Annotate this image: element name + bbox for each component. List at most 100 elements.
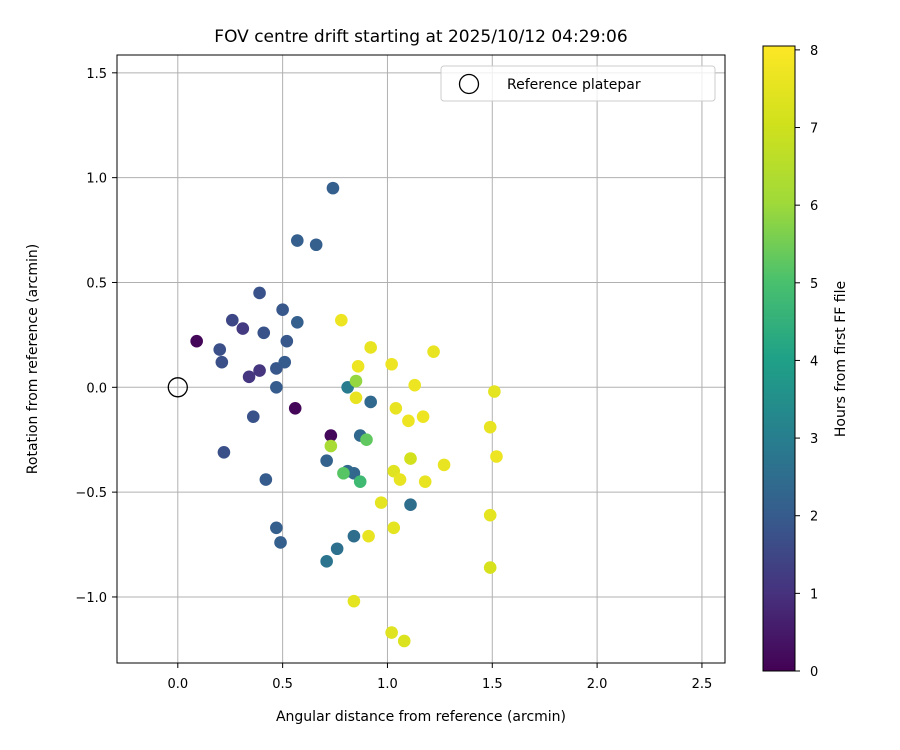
data-point xyxy=(349,391,363,405)
legend-marker xyxy=(458,73,480,95)
grid xyxy=(117,55,725,663)
data-point xyxy=(483,508,497,522)
data-point xyxy=(335,313,348,327)
plot-frame xyxy=(116,54,726,664)
colorbar-tick-label: 3 xyxy=(810,432,818,447)
data-point xyxy=(278,355,292,369)
data-point xyxy=(385,357,398,371)
data-point xyxy=(385,626,398,639)
data-point xyxy=(483,561,497,574)
colorbar: 0 1 2 3 4 5 6 7 8 Hours from first FF file xyxy=(762,44,849,680)
reference-marker xyxy=(167,377,188,398)
data-point xyxy=(320,555,333,568)
data-point xyxy=(337,466,350,480)
colorbar-tick-label: 7 xyxy=(810,122,818,137)
data-point xyxy=(418,475,432,488)
x-tick-label: 2.5 xyxy=(692,677,713,692)
x-tick-label: 1.5 xyxy=(482,677,503,692)
data-point xyxy=(246,410,260,423)
legend: Reference platepar xyxy=(440,65,716,102)
data-point xyxy=(291,316,304,329)
data-point xyxy=(360,433,373,447)
data-point xyxy=(374,496,388,509)
x-tick-label: 1.0 xyxy=(377,677,398,692)
data-point xyxy=(215,355,229,369)
x-tick-label: 2.0 xyxy=(587,677,608,692)
colorbar-tick-label: 0 xyxy=(810,665,818,680)
data-point xyxy=(437,458,451,472)
data-point xyxy=(362,529,375,543)
colorbar-tick-label: 6 xyxy=(810,199,818,214)
chart-title: FOV centre drift starting at 2025/10/12 … xyxy=(214,27,627,47)
colorbar-label: Hours from first FF file xyxy=(833,281,849,437)
data-point xyxy=(288,401,302,415)
data-point xyxy=(309,238,323,252)
data-point xyxy=(276,303,289,317)
data-point xyxy=(320,454,333,467)
colorbar-tick-label: 1 xyxy=(810,587,818,602)
y-tick-label: 1.5 xyxy=(86,67,107,82)
data-point xyxy=(236,322,250,335)
colorbar-tick-label: 4 xyxy=(810,354,818,369)
data-point xyxy=(483,420,497,434)
data-point xyxy=(364,341,377,354)
data-point xyxy=(349,374,363,388)
data-point xyxy=(404,498,417,512)
data-point xyxy=(326,181,340,195)
colorbar-tick-label: 8 xyxy=(810,44,818,59)
data-point xyxy=(330,542,344,556)
data-point xyxy=(488,385,501,398)
data-point xyxy=(490,450,503,463)
legend-box xyxy=(440,65,716,102)
data-point xyxy=(217,445,231,459)
data-point xyxy=(389,401,403,415)
x-axis-label: Angular distance from reference (arcmin) xyxy=(276,709,566,725)
y-axis-label: Rotation from reference (arcmin) xyxy=(25,244,41,474)
axis-ticks: 0.0 0.5 1.0 1.5 2.0 2.5 −1.0 −0.5 0.0 0.5 1.0 1.5 xyxy=(75,67,712,692)
data-point xyxy=(353,475,367,488)
colorbar-tick-label: 2 xyxy=(810,510,818,525)
data-point xyxy=(226,313,239,327)
data-point xyxy=(257,326,271,340)
data-point xyxy=(270,381,283,394)
data-point xyxy=(213,343,227,356)
plot-background xyxy=(117,55,725,663)
y-tick-label: 0.5 xyxy=(86,276,107,291)
data-point xyxy=(242,370,256,384)
legend-label: Reference platepar xyxy=(507,77,641,93)
y-tick-label: 1.0 xyxy=(86,172,107,187)
data-point xyxy=(387,521,401,535)
data-point xyxy=(402,414,415,428)
data-point xyxy=(259,473,273,486)
x-tick-label: 0.5 xyxy=(272,677,293,692)
y-tick-label: −1.0 xyxy=(75,591,107,606)
plot-area: 0.0 0.5 1.0 1.5 2.0 2.5 −1.0 −0.5 0.0 0.5 1.0 1.5 xyxy=(75,54,726,692)
data-point xyxy=(253,364,266,377)
data-point xyxy=(393,473,407,486)
x-tick-label: 0.0 xyxy=(167,677,188,692)
data-point xyxy=(347,594,361,608)
data-points xyxy=(190,181,503,648)
data-point xyxy=(364,395,377,409)
data-point xyxy=(274,536,287,549)
y-tick-label: −0.5 xyxy=(75,486,107,501)
colorbar-gradient xyxy=(762,45,796,672)
y-tick-label: 0.0 xyxy=(86,381,107,396)
data-point xyxy=(270,521,283,535)
data-point xyxy=(427,345,440,358)
data-point xyxy=(416,410,430,423)
data-point xyxy=(351,360,365,373)
data-point xyxy=(347,529,361,543)
colorbar-tick-label: 5 xyxy=(810,277,818,292)
data-point xyxy=(291,234,304,247)
data-point xyxy=(404,452,417,465)
data-point xyxy=(324,439,338,453)
data-point xyxy=(190,334,203,348)
data-point xyxy=(253,286,266,300)
data-point xyxy=(324,429,338,442)
data-point xyxy=(408,378,422,392)
colorbar-ticks: 0 1 2 3 4 5 6 7 8 xyxy=(795,44,818,680)
data-point xyxy=(397,634,411,648)
data-point xyxy=(280,334,294,348)
